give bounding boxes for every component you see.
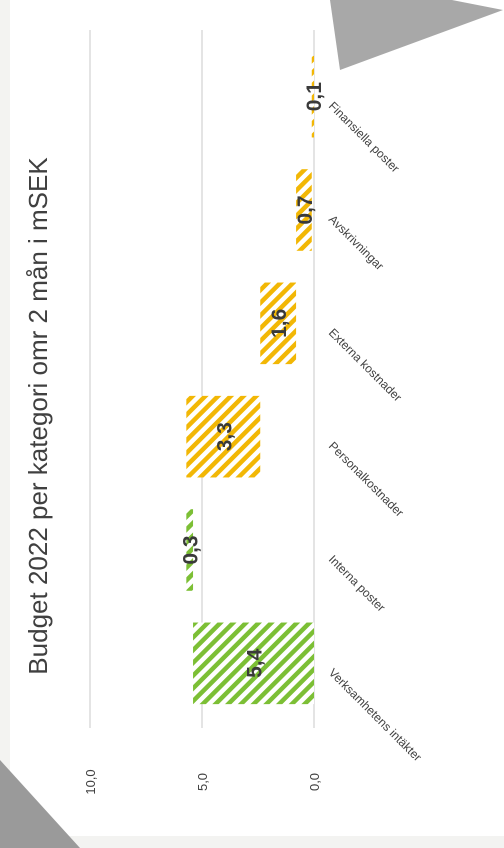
bar [296, 169, 312, 251]
data-label: 0,3 [180, 535, 203, 564]
bar [260, 282, 297, 365]
data-label: 0,1 [303, 82, 326, 112]
scan-shadow-top [330, 0, 503, 70]
value-axis: 0,0 5,0 10,0 [83, 769, 322, 794]
data-labels: 5,4 0,3 3,3 1,6 0,7 0,1 [180, 82, 326, 678]
scan-shadow-bottom [0, 760, 80, 848]
data-label: 3,3 [213, 422, 236, 451]
bar [193, 622, 314, 705]
bar [186, 395, 261, 478]
tick-label: 10,0 [83, 769, 98, 794]
tick-label: 0,0 [307, 773, 322, 791]
tick-label: 5,0 [195, 773, 210, 791]
bar [311, 55, 314, 138]
data-label: 5,4 [244, 648, 267, 678]
chart-title: Budget 2022 per kategori omr 2 mån i mSE… [23, 157, 53, 675]
data-label: 0,7 [294, 195, 317, 224]
bar [186, 509, 194, 591]
data-label: 1,6 [268, 309, 291, 338]
bars [186, 55, 314, 705]
gridlines [89, 30, 315, 728]
